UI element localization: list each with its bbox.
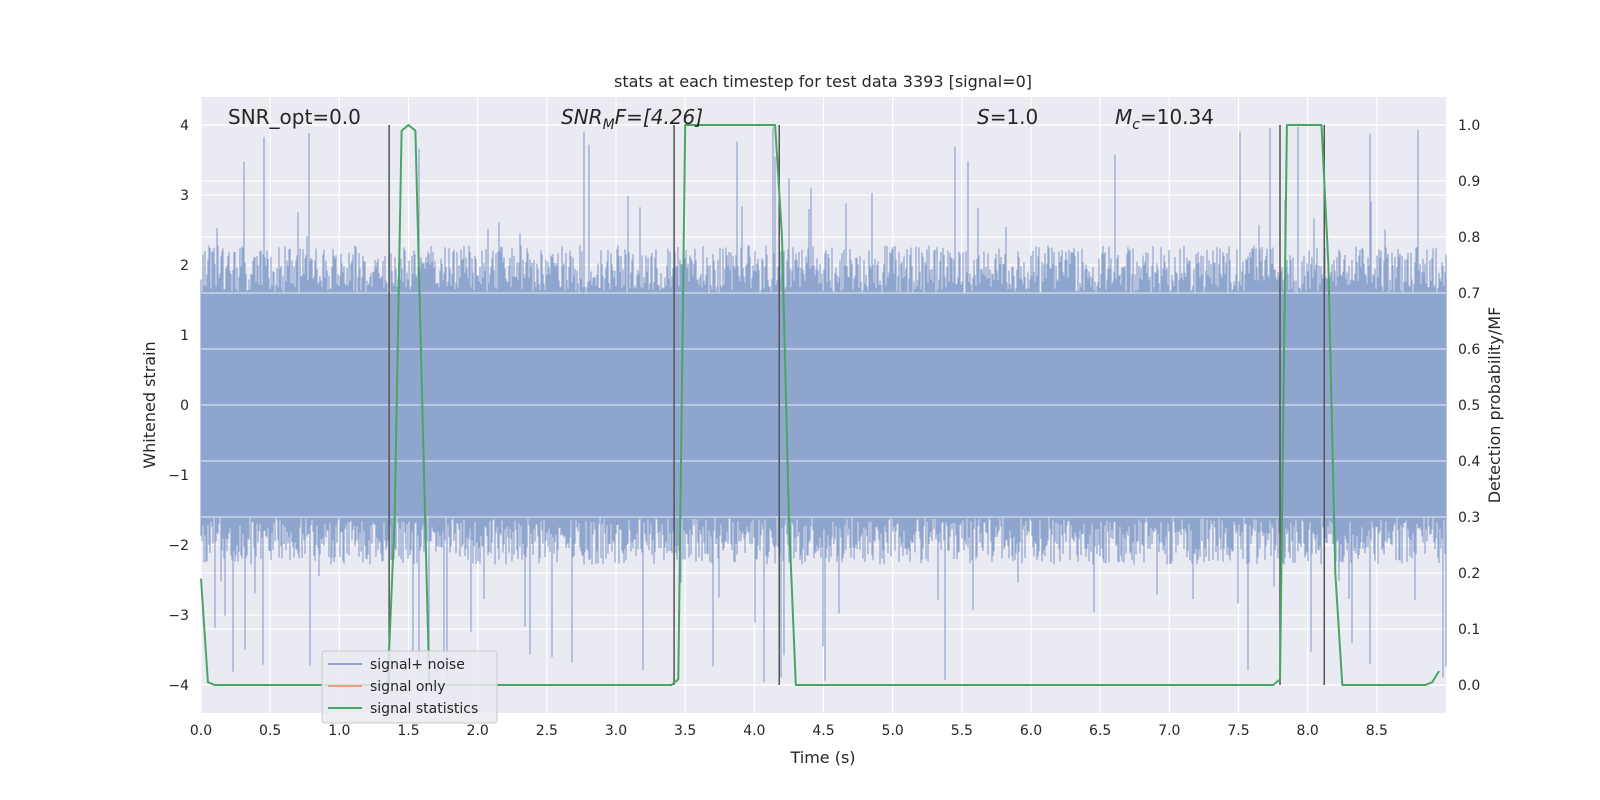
- x-tick-label: 3.5: [674, 723, 696, 739]
- y-right-tick-label: 0.8: [1458, 230, 1480, 246]
- y-tick-label: 1: [180, 328, 189, 344]
- x-tick-label: 0.0: [190, 723, 212, 739]
- legend-box: [321, 650, 498, 724]
- y-right-tick-label: 0.0: [1458, 678, 1480, 694]
- x-tick-label: 4.0: [743, 723, 765, 739]
- annotation-snr-mf: SNRMF=[4.26]: [561, 105, 703, 133]
- annotations: SNR_opt=0.0 SNRMF=[4.26] S=1.0 Mc=10.34: [228, 105, 1214, 133]
- annotation-snr-opt: SNR_opt=0.0: [228, 105, 361, 129]
- x-tick-label: 2.5: [536, 723, 558, 739]
- mc-rest: =10.34: [1140, 105, 1214, 129]
- x-tick-label: 6.5: [1089, 723, 1111, 739]
- y-tick-label: −4: [168, 678, 189, 694]
- snr-mf-base: SNR: [561, 105, 603, 129]
- legend-label-signal-statistics: signal statistics: [370, 701, 478, 717]
- y-tick-label: 2: [180, 258, 189, 274]
- mc-sub: c: [1132, 117, 1140, 133]
- tick-labels: 0.0 0.5 1.0 1.5 2.0 2.5 3.0 3.5 4.0 4.5 5.0 5.5 6.0 6…: [168, 118, 1480, 739]
- s-rest: =1.0: [990, 105, 1039, 129]
- x-tick-label: 5.5: [951, 723, 973, 739]
- legend-label-signal-only: signal only: [370, 679, 445, 695]
- y-right-tick-label: 0.2: [1458, 566, 1480, 582]
- x-tick-label: 0.5: [259, 723, 281, 739]
- x-tick-label: 6.0: [1020, 723, 1042, 739]
- y-right-tick-label: 0.3: [1458, 510, 1480, 526]
- y-axis-label-right: Detection probability/MF: [1485, 307, 1504, 504]
- s-italic: S: [977, 105, 990, 129]
- x-tick-label: 5.0: [882, 723, 904, 739]
- x-tick-label: 1.0: [328, 723, 350, 739]
- y-right-tick-label: 0.5: [1458, 398, 1480, 414]
- y-right-tick-label: 1.0: [1458, 118, 1480, 134]
- y-tick-label: −2: [168, 538, 189, 554]
- y-right-tick-label: 0.9: [1458, 174, 1480, 190]
- x-tick-label: 7.5: [1227, 723, 1249, 739]
- legend: signal+ noise signal only signal statist…: [321, 650, 498, 724]
- y-tick-label: 0: [180, 398, 189, 414]
- y-tick-label: 4: [180, 118, 189, 134]
- snr-mf-rest-f: F=[4.26]: [615, 105, 703, 129]
- x-tick-label: 8.0: [1297, 723, 1319, 739]
- x-tick-label: 8.5: [1366, 723, 1388, 739]
- y-right-tick-label: 0.6: [1458, 342, 1480, 358]
- series-signal-noise: [200, 126, 1447, 683]
- x-tick-label: 1.5: [397, 723, 419, 739]
- annotation-mc: Mc=10.34: [1115, 105, 1214, 133]
- y-tick-label: −1: [168, 468, 189, 484]
- x-tick-label: 2.0: [467, 723, 489, 739]
- chart-title: stats at each timestep for test data 339…: [614, 72, 1032, 91]
- annotation-s: S=1.0: [977, 105, 1038, 129]
- signal-statistics-line: [200, 124, 1440, 686]
- y-right-tick-label: 0.7: [1458, 286, 1480, 302]
- y-right-tick-label: 0.4: [1458, 454, 1480, 470]
- snr-mf-sub: M: [603, 117, 615, 133]
- x-tick-label: 7.0: [1158, 723, 1180, 739]
- y-tick-label: 3: [180, 188, 189, 204]
- x-tick-label: 4.5: [812, 723, 834, 739]
- x-tick-label: 3.0: [605, 723, 627, 739]
- legend-label-signal-noise: signal+ noise: [370, 657, 465, 673]
- x-axis-label: Time (s): [789, 748, 855, 767]
- mc-base: M: [1115, 105, 1132, 129]
- y-right-tick-label: 0.1: [1458, 622, 1480, 638]
- series-signal-statistics: [200, 124, 1440, 686]
- y-axis-label: Whitened strain: [140, 341, 159, 468]
- y-tick-label: −3: [168, 608, 189, 624]
- marker-lines: [388, 125, 1326, 685]
